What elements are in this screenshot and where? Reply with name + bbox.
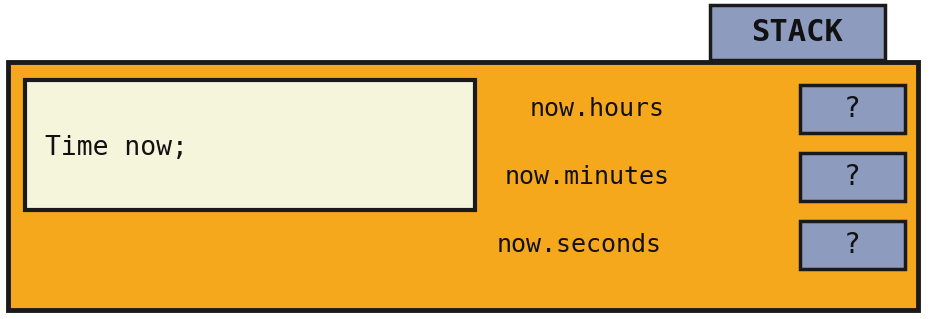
- Text: STACK: STACK: [751, 18, 844, 47]
- Text: now.seconds: now.seconds: [497, 233, 662, 257]
- Text: now.minutes: now.minutes: [505, 165, 670, 189]
- Bar: [25, 80, 475, 210]
- Bar: [800, 85, 905, 133]
- Bar: [800, 153, 905, 201]
- Text: ?: ?: [844, 163, 861, 191]
- Text: Time now;: Time now;: [45, 135, 188, 161]
- Text: now.hours: now.hours: [530, 97, 665, 121]
- Text: ?: ?: [844, 231, 861, 259]
- Text: ?: ?: [844, 95, 861, 123]
- Bar: [710, 5, 885, 60]
- Bar: [8, 62, 918, 310]
- Bar: [800, 221, 905, 269]
